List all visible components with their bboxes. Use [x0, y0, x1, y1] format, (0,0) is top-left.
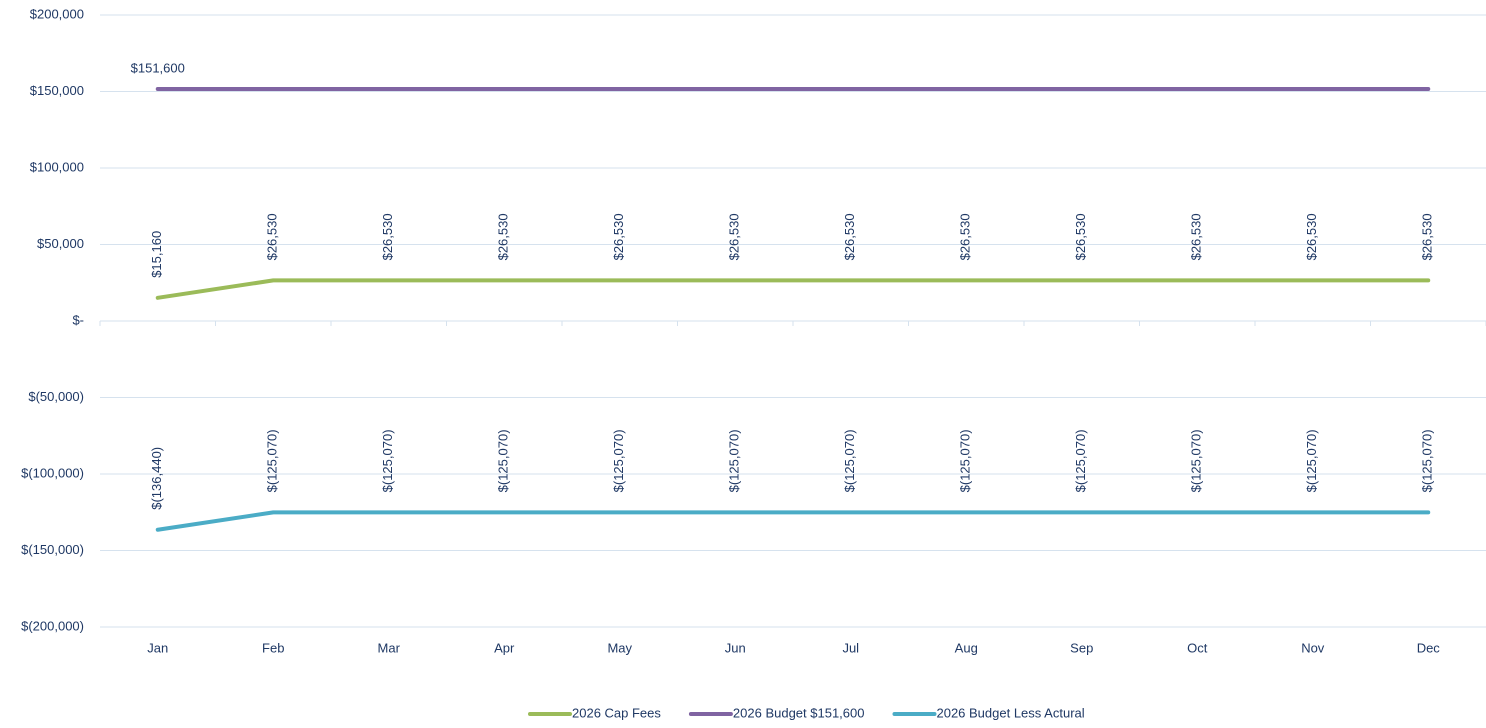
data-label: $(125,070) — [265, 429, 280, 492]
data-label: $26,530 — [265, 213, 280, 260]
data-label: $(125,070) — [1189, 429, 1204, 492]
data-label: $26,530 — [1073, 213, 1088, 260]
data-label: $(125,070) — [1073, 429, 1088, 492]
x-tick-label: Aug — [955, 640, 978, 655]
data-label: $26,530 — [727, 213, 742, 260]
y-tick-label: $50,000 — [37, 236, 84, 251]
data-label: $151,600 — [131, 60, 185, 75]
data-label: $(125,070) — [1420, 429, 1435, 492]
y-tick-label: $(150,000) — [21, 542, 84, 557]
data-label: $(125,070) — [958, 429, 973, 492]
data-label: $(125,070) — [611, 429, 626, 492]
data-label: $26,530 — [1420, 213, 1435, 260]
y-tick-label: $150,000 — [30, 83, 84, 98]
data-label: $26,530 — [380, 213, 395, 260]
data-label: $(136,440) — [149, 447, 164, 510]
data-label: $(125,070) — [380, 429, 395, 492]
y-tick-label: $(200,000) — [21, 618, 84, 633]
x-tick-label: May — [607, 640, 632, 655]
data-label: $26,530 — [611, 213, 626, 260]
legend-label: 2026 Cap Fees — [572, 705, 661, 720]
x-tick-label: Sep — [1070, 640, 1093, 655]
data-label: $(125,070) — [842, 429, 857, 492]
x-tick-label: Feb — [262, 640, 284, 655]
y-tick-label: $100,000 — [30, 159, 84, 174]
x-tick-label: Dec — [1417, 640, 1441, 655]
legend-label: 2026 Budget $151,600 — [733, 705, 865, 720]
y-tick-label: $200,000 — [30, 6, 84, 21]
legend: 2026 Cap Fees 2026 Budget $151,600 2026 Bu… — [528, 705, 1085, 720]
x-tick-label: Mar — [378, 640, 401, 655]
data-label: $26,530 — [842, 213, 857, 260]
y-tick-label: $- — [72, 312, 84, 327]
x-tick-label: Jun — [725, 640, 746, 655]
data-label: $26,530 — [496, 213, 511, 260]
x-tick-label: Nov — [1301, 640, 1325, 655]
legend-label: 2026 Budget Less Actural — [936, 705, 1084, 720]
data-label: $26,530 — [1304, 213, 1319, 260]
data-label: $(125,070) — [727, 429, 742, 492]
data-label: $15,160 — [149, 231, 164, 278]
x-tick-label: Jan — [147, 640, 168, 655]
x-tick-label: Oct — [1187, 640, 1208, 655]
data-label: $26,530 — [1189, 213, 1204, 260]
series-line — [155, 510, 1431, 532]
series-line — [155, 278, 1431, 300]
y-tick-label: $(50,000) — [28, 389, 84, 404]
y-tick-label: $(100,000) — [21, 465, 84, 480]
x-tick-label: Jul — [842, 640, 859, 655]
data-label: $26,530 — [958, 213, 973, 260]
x-tick-label: Apr — [494, 640, 515, 655]
data-label: $(125,070) — [496, 429, 511, 492]
data-label: $(125,070) — [1304, 429, 1319, 492]
